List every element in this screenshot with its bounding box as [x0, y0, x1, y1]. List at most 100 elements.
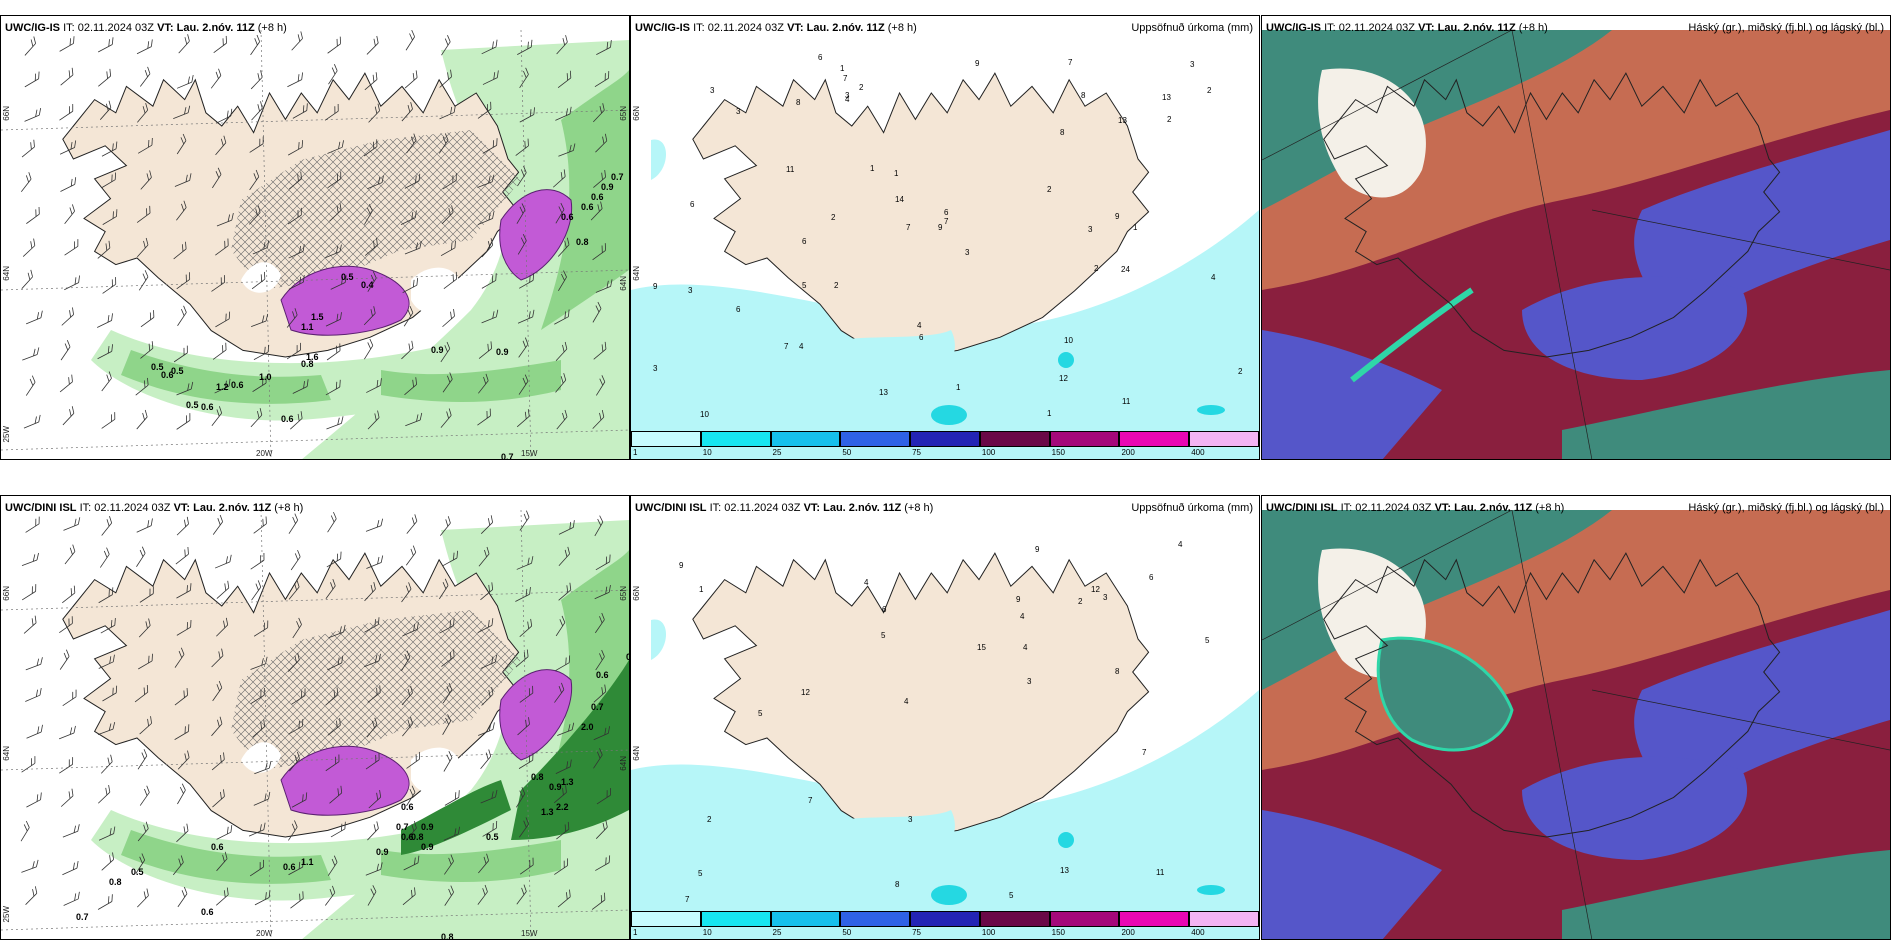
accum-value-label: 10 — [700, 410, 709, 419]
accum-value-label: 4 — [799, 342, 804, 351]
accum-value-label: 5 — [1009, 891, 1014, 900]
wind-barb — [252, 375, 267, 393]
wind-barb — [326, 551, 342, 568]
latitude-label: 64N — [632, 266, 641, 281]
wind-barb — [253, 620, 269, 637]
accum-value-label: 8 — [1060, 128, 1065, 137]
wind-barb — [328, 64, 338, 85]
wind-barb — [211, 648, 224, 668]
wind-barb — [211, 406, 223, 427]
wind-barb — [215, 238, 229, 256]
wind-barb — [288, 513, 299, 534]
accum-area-high — [931, 405, 967, 425]
wind-barb — [590, 201, 603, 221]
wind-barb — [443, 751, 453, 772]
accum-value-label: 7 — [784, 342, 789, 351]
init-time-value: 02.11.2024 03Z — [1338, 22, 1415, 34]
wind-barb — [440, 341, 451, 363]
wind-barb — [325, 687, 339, 706]
model-name: UWC/IG-IS — [1266, 22, 1321, 34]
wind-barb — [290, 549, 301, 571]
wind-barb — [596, 40, 612, 55]
wind-barb — [327, 655, 344, 671]
precip-value-label: 0.9 — [421, 842, 434, 852]
precip-value-label: 1.0 — [259, 372, 272, 382]
wind-barb — [177, 305, 187, 326]
wind-barb — [250, 687, 265, 705]
init-time-value: 02.11.2024 03Z — [707, 22, 784, 34]
wind-barb — [175, 546, 189, 565]
wind-barb — [178, 34, 190, 54]
accum-value-label: 13 — [1060, 866, 1069, 875]
wind-barb — [139, 785, 150, 806]
wind-barb — [59, 757, 74, 774]
wind-barb — [216, 212, 234, 227]
accum-value-label: 3 — [1027, 677, 1032, 686]
wind-barb — [477, 408, 491, 426]
precip-value-label: 0.7 — [76, 912, 89, 922]
wind-barb — [136, 205, 151, 223]
wind-barb — [288, 579, 300, 600]
accum-value-label: 8 — [796, 98, 801, 107]
wind-barb — [517, 309, 535, 324]
wind-barb — [292, 617, 302, 639]
wind-barb — [98, 587, 114, 604]
wind-barb — [97, 313, 113, 328]
wind-barb — [64, 204, 75, 225]
wind-barb — [402, 622, 419, 637]
wind-barb — [444, 885, 454, 906]
wind-barb — [140, 310, 155, 328]
wind-barb — [21, 859, 39, 873]
wind-barb — [593, 341, 607, 360]
wind-barb — [480, 654, 498, 669]
wind-barb — [99, 547, 110, 568]
wind-barb — [555, 341, 568, 362]
wind-barb — [327, 855, 338, 876]
wind-barb — [327, 36, 341, 54]
panel-header: UWC/DINI ISL IT: 02.11.2024 03Z VT: Lau.… — [1, 496, 629, 520]
colorbar-swatch — [1049, 431, 1120, 447]
wind-barb — [518, 753, 534, 769]
wind-barb — [288, 820, 298, 841]
longitude-label: 20W — [256, 929, 273, 938]
wind-barb — [518, 374, 529, 395]
wind-barb — [173, 241, 187, 260]
wind-barb — [401, 102, 413, 122]
wind-barb — [481, 39, 498, 55]
wind-barb — [212, 342, 227, 360]
map-canvas — [1262, 30, 1890, 459]
valid-time-value: Lau. 2.nóv. 11Z — [1454, 502, 1533, 514]
wind-barb — [406, 133, 417, 154]
wind-barb — [286, 342, 301, 360]
wind-barb — [287, 207, 302, 225]
wind-barb — [366, 717, 378, 738]
colorbar-label: 150 — [1051, 928, 1066, 937]
wind-barb — [593, 684, 607, 703]
wind-barb — [214, 378, 231, 394]
wind-barb — [440, 240, 456, 257]
wind-barb — [439, 69, 452, 88]
wind-barb — [556, 35, 568, 55]
wind-barb — [97, 344, 113, 360]
iceland-outline — [1323, 552, 1781, 838]
wind-barb — [215, 135, 227, 156]
precip-value-label: 0.4 — [361, 280, 374, 290]
wind-barb — [365, 862, 383, 876]
wind-barb — [24, 108, 42, 122]
wind-barb — [557, 722, 575, 736]
colorbar-label: 1 — [633, 928, 638, 937]
iceland-land — [692, 552, 1150, 838]
wind-barb — [556, 409, 568, 430]
wind-barb — [251, 580, 262, 601]
wind-barb — [102, 209, 118, 225]
valid-time-label: VT: — [173, 502, 191, 514]
wind-barb — [594, 612, 605, 634]
wind-barb — [325, 578, 336, 600]
wind-barb — [172, 855, 184, 876]
wind-barb — [24, 71, 40, 88]
wind-barb — [364, 204, 373, 225]
colorbar-label: 50 — [842, 448, 852, 457]
colorbar-label: 25 — [772, 928, 782, 937]
accum-value-label: 4 — [1020, 612, 1025, 621]
